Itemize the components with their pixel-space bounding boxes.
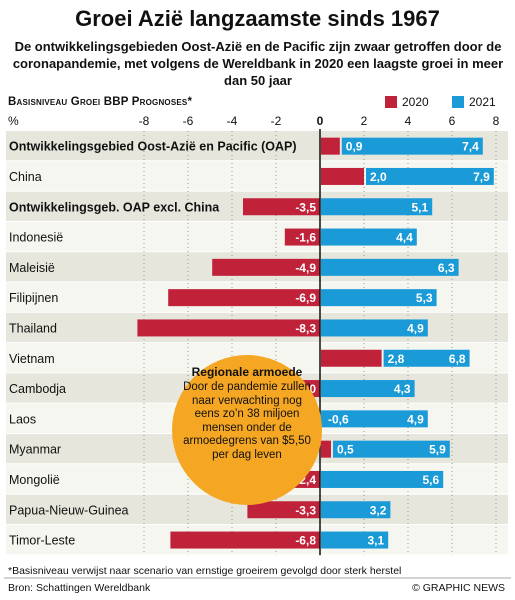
data-label-2021: 5,9 <box>429 443 446 457</box>
category-label: Laos <box>9 412 36 426</box>
bar-2021 <box>321 228 417 246</box>
credit-note: © GRAPHIC NEWS <box>412 582 505 594</box>
bar-2021 <box>333 440 450 458</box>
data-label-2021: 6,3 <box>438 261 455 275</box>
legend-label-2020: 2020 <box>402 95 429 109</box>
category-label: Papua-Nieuw-Guinea <box>9 503 129 517</box>
x-tick-label: -4 <box>227 114 238 128</box>
chart-subtitle: De ontwikkelingsgebieden Oost-Azië en de… <box>12 39 504 88</box>
category-label: Ontwikkelingsgebied Oost-Azië en Pacific… <box>9 140 297 154</box>
legend-item-2021: 2021 <box>452 95 496 109</box>
data-label-2020: -6,9 <box>295 291 316 305</box>
data-label-2021: 5,6 <box>423 473 440 487</box>
data-label-2021: 4,4 <box>396 231 413 245</box>
x-tick-label: -2 <box>271 114 282 128</box>
x-tick-label: -8 <box>139 114 150 128</box>
bar-2021 <box>321 198 433 216</box>
bar-2020 <box>321 167 364 185</box>
poverty-callout: Regionale armoede Door de pandemie zulle… <box>172 355 322 505</box>
data-label-2020: -3,5 <box>295 200 316 214</box>
legend-item-2020: 2020 <box>385 95 429 109</box>
bar-2021 <box>383 349 470 367</box>
data-label-2020: 2,0 <box>370 170 387 184</box>
data-label-2020: -6,8 <box>295 534 316 548</box>
bar-2020 <box>170 531 320 549</box>
legend-swatch-2021 <box>452 96 464 108</box>
bar-2021 <box>321 470 444 488</box>
bar-2020 <box>321 137 340 155</box>
category-label: Thailand <box>9 321 57 335</box>
x-tick-label: 6 <box>449 114 456 128</box>
x-tick-label: 8 <box>493 114 500 128</box>
callout-title: Regionale armoede <box>191 365 303 379</box>
x-tick-label: 2 <box>361 114 368 128</box>
category-label: Mongolië <box>9 473 60 487</box>
data-label-2020: 0,9 <box>346 140 363 154</box>
category-label: China <box>9 170 42 184</box>
bar-2021 <box>321 319 428 337</box>
category-label: Cambodja <box>9 382 66 396</box>
bar-2020 <box>284 228 320 246</box>
data-label-2021: 5,1 <box>412 200 429 214</box>
bar-2020 <box>168 289 320 307</box>
bar-2021 <box>321 258 459 276</box>
data-label-2021: 7,4 <box>462 140 479 154</box>
category-label: Filipijnen <box>9 291 58 305</box>
source-note: Bron: Schattingen Wereldbank <box>8 582 151 594</box>
bar-2020 <box>212 258 320 276</box>
chart-series-title: Basisniveau Groei BBP Prognoses* <box>8 96 193 108</box>
data-label-2020: 2,8 <box>388 352 405 366</box>
x-tick-label: 4 <box>405 114 412 128</box>
footnote: *Basisniveau verwijst naar scenario van … <box>8 565 402 577</box>
x-tick-label: -6 <box>183 114 194 128</box>
category-label: Ontwikkelingsgeb. OAP excl. China <box>9 200 220 214</box>
bar-2021 <box>366 167 494 185</box>
category-label: Vietnam <box>9 352 55 366</box>
data-label-2021: 5,3 <box>416 291 433 305</box>
data-label-2020: -1,6 <box>295 231 316 245</box>
callout-body: Door de pandemie zullen naar verwachting… <box>183 381 311 461</box>
category-label: Timor-Leste <box>9 534 75 548</box>
bar-2021 <box>321 380 415 398</box>
data-label-2021: 6,8 <box>449 352 466 366</box>
x-axis-unit-label: % <box>8 114 19 128</box>
category-label: Myanmar <box>9 443 61 457</box>
data-label-2020: -0,6 <box>328 412 349 426</box>
data-label-2021: 3,1 <box>368 534 385 548</box>
x-tick-label: 0 <box>317 114 324 128</box>
data-label-2021: 7,9 <box>473 170 490 184</box>
data-label-2020: -4,9 <box>295 261 316 275</box>
legend-swatch-2020 <box>385 96 397 108</box>
bar-2020 <box>247 501 320 519</box>
bar-2020 <box>137 319 320 337</box>
chart-title: Groei Azië langzaamste sinds 1967 <box>75 6 440 31</box>
legend-label-2021: 2021 <box>469 95 496 109</box>
bar-2020 <box>321 440 331 458</box>
data-label-2021: 4,9 <box>407 321 424 335</box>
bar-2021 <box>321 501 391 519</box>
data-label-2021: 4,9 <box>407 412 424 426</box>
row-background <box>6 221 508 252</box>
bar-2021 <box>321 410 428 428</box>
data-label-2020: -8,3 <box>295 321 316 335</box>
bar-2020 <box>321 349 382 367</box>
category-label: Indonesië <box>9 231 63 245</box>
data-label-2021: 3,2 <box>370 503 387 517</box>
bar-2021 <box>321 289 437 307</box>
bar-2021 <box>321 531 389 549</box>
data-label-2021: 4,3 <box>394 382 411 396</box>
bar-2020 <box>243 198 320 216</box>
data-label-2020: -3,3 <box>295 503 316 517</box>
data-label-2020: 0,5 <box>337 443 354 457</box>
bar-2021 <box>341 137 483 155</box>
category-label: Maleisië <box>9 261 55 275</box>
